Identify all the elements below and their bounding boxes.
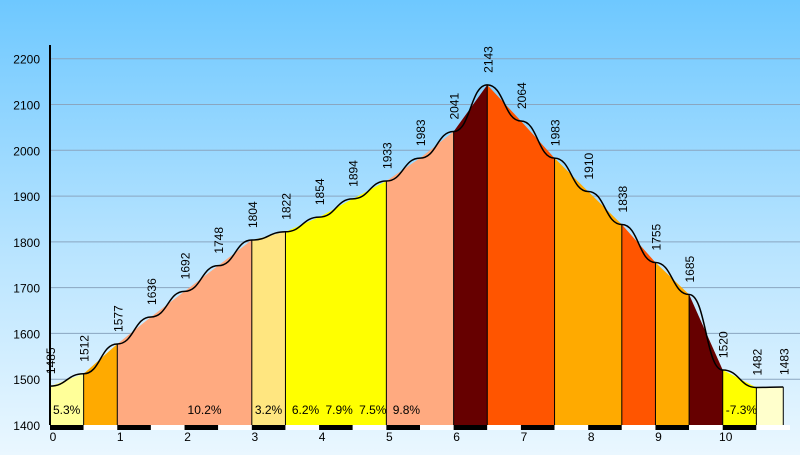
grade-label: 7.9% <box>325 403 353 417</box>
elevation-label: 1520 <box>717 331 731 358</box>
scale-bar-block-14 <box>520 425 555 430</box>
scale-bar-block-11 <box>420 425 454 430</box>
elevation-label: 1482 <box>750 348 764 375</box>
x-tick-label: 4 <box>319 430 326 444</box>
segment-8 <box>554 158 622 425</box>
segment-9 <box>621 224 656 425</box>
y-tick-label: 1700 <box>13 282 40 296</box>
elevation-label: 1685 <box>683 255 697 282</box>
grade-label: 6.2% <box>292 403 320 417</box>
scale-bar-block-2 <box>117 425 151 430</box>
x-tick-label: 8 <box>588 430 595 444</box>
elevation-label: 1485 <box>44 347 58 374</box>
x-tick-label: 7 <box>521 430 528 444</box>
scale-bar-block-16 <box>588 425 622 430</box>
y-tick-labels: 1400 1500 1600 1700 1800 1900 2000 2100 2200 <box>13 53 40 433</box>
scale-bar-block-0 <box>50 425 84 430</box>
scale-bar-block-15 <box>554 425 589 430</box>
elevation-label: 1838 <box>616 185 630 212</box>
x-tick-label: 1 <box>117 430 124 444</box>
elevation-labels: 1485 1512 1577 1636 1692 1748 1804 1822 1854 1894… <box>44 46 791 376</box>
x-tick-label: 3 <box>251 430 258 444</box>
grade-labels: 5.3% 10.2% 3.2% 6.2% 7.9% 7.5% 9.8% -7.3% <box>53 403 757 417</box>
y-tick-label: 1600 <box>13 327 40 341</box>
grade-label: 9.8% <box>393 403 421 417</box>
grade-label: 5.3% <box>53 403 81 417</box>
scale-bar-block-13 <box>487 425 521 430</box>
scale-bar-block-9 <box>352 425 387 430</box>
y-tick-label: 1500 <box>13 373 40 387</box>
grade-label: 7.5% <box>359 403 387 417</box>
segment-4 <box>285 180 387 425</box>
elevation-label: 1636 <box>145 278 159 305</box>
grade-label: -7.3% <box>726 403 758 417</box>
scale-bar-block-10 <box>386 425 420 430</box>
y-tick-label: 1800 <box>13 236 40 250</box>
elevation-label: 1854 <box>313 178 327 205</box>
elevation-label: 1577 <box>111 305 125 332</box>
segment-11 <box>689 294 723 425</box>
elevation-label: 1933 <box>380 142 394 169</box>
scale-bar-block-7 <box>285 425 320 430</box>
elevation-label: 1894 <box>347 160 361 187</box>
segment-13 <box>756 387 784 425</box>
y-tick-label: 2200 <box>13 53 40 67</box>
segment-dividers <box>83 84 784 425</box>
segment-5 <box>386 131 454 425</box>
elevation-label: 1804 <box>246 201 260 228</box>
x-tick-label: 6 <box>453 430 460 444</box>
elevation-label: 1512 <box>78 335 92 362</box>
x-tick-label: 10 <box>719 430 733 444</box>
elevation-label: 1910 <box>582 152 596 179</box>
scale-bar-block-1 <box>83 425 118 430</box>
scale-bar-block-6 <box>251 425 286 430</box>
segment-12 <box>722 370 757 425</box>
elevation-label: 1748 <box>212 227 226 254</box>
elevation-label: 2064 <box>515 82 529 109</box>
segment-1 <box>83 343 118 425</box>
x-tick-label: 0 <box>50 430 57 444</box>
x-tick-label: 9 <box>655 430 662 444</box>
segment-2 <box>117 240 252 425</box>
scale-bar-block-12 <box>453 425 488 430</box>
profile-outline <box>49 84 784 389</box>
scale-bar-block-21 <box>756 425 790 430</box>
scale-bar-block-19 <box>689 425 723 430</box>
elevation-label: 2143 <box>481 46 495 73</box>
distance-scale-bar <box>50 425 790 430</box>
scale-bar-block-4 <box>184 425 219 430</box>
scale-bar-block-20 <box>722 425 757 430</box>
elevation-label: 1822 <box>279 193 293 220</box>
x-tick-labels: 0 1 2 3 4 5 6 7 8 9 10 <box>50 430 733 444</box>
scale-bar-block-8 <box>319 425 353 430</box>
segment-3 <box>251 231 286 425</box>
y-tick-label: 2000 <box>13 144 40 158</box>
y-tick-label: 1400 <box>13 419 40 433</box>
scale-bar-block-3 <box>150 425 185 430</box>
elevation-label: 1692 <box>179 252 193 279</box>
y-tick-label: 2100 <box>13 99 40 113</box>
scale-bar-block-18 <box>655 425 690 430</box>
elevation-segments <box>50 84 784 425</box>
grade-label: 10.2% <box>188 403 222 417</box>
elevation-label: 1983 <box>414 119 428 146</box>
segment-10 <box>655 262 690 425</box>
scale-bar-block-17 <box>621 425 656 430</box>
elevation-label: 2041 <box>448 93 462 120</box>
segment-0 <box>50 373 84 425</box>
x-tick-label: 2 <box>184 430 191 444</box>
elevation-label: 1983 <box>549 119 563 146</box>
x-tick-label: 5 <box>386 430 393 444</box>
elevation-label: 1483 <box>777 348 791 375</box>
y-tick-label: 1900 <box>13 190 40 204</box>
scale-bar-block-5 <box>218 425 252 430</box>
grade-label: 3.2% <box>255 403 283 417</box>
segment-7 <box>487 84 555 425</box>
elevation-label: 1755 <box>649 223 663 250</box>
segment-6 <box>453 84 488 425</box>
